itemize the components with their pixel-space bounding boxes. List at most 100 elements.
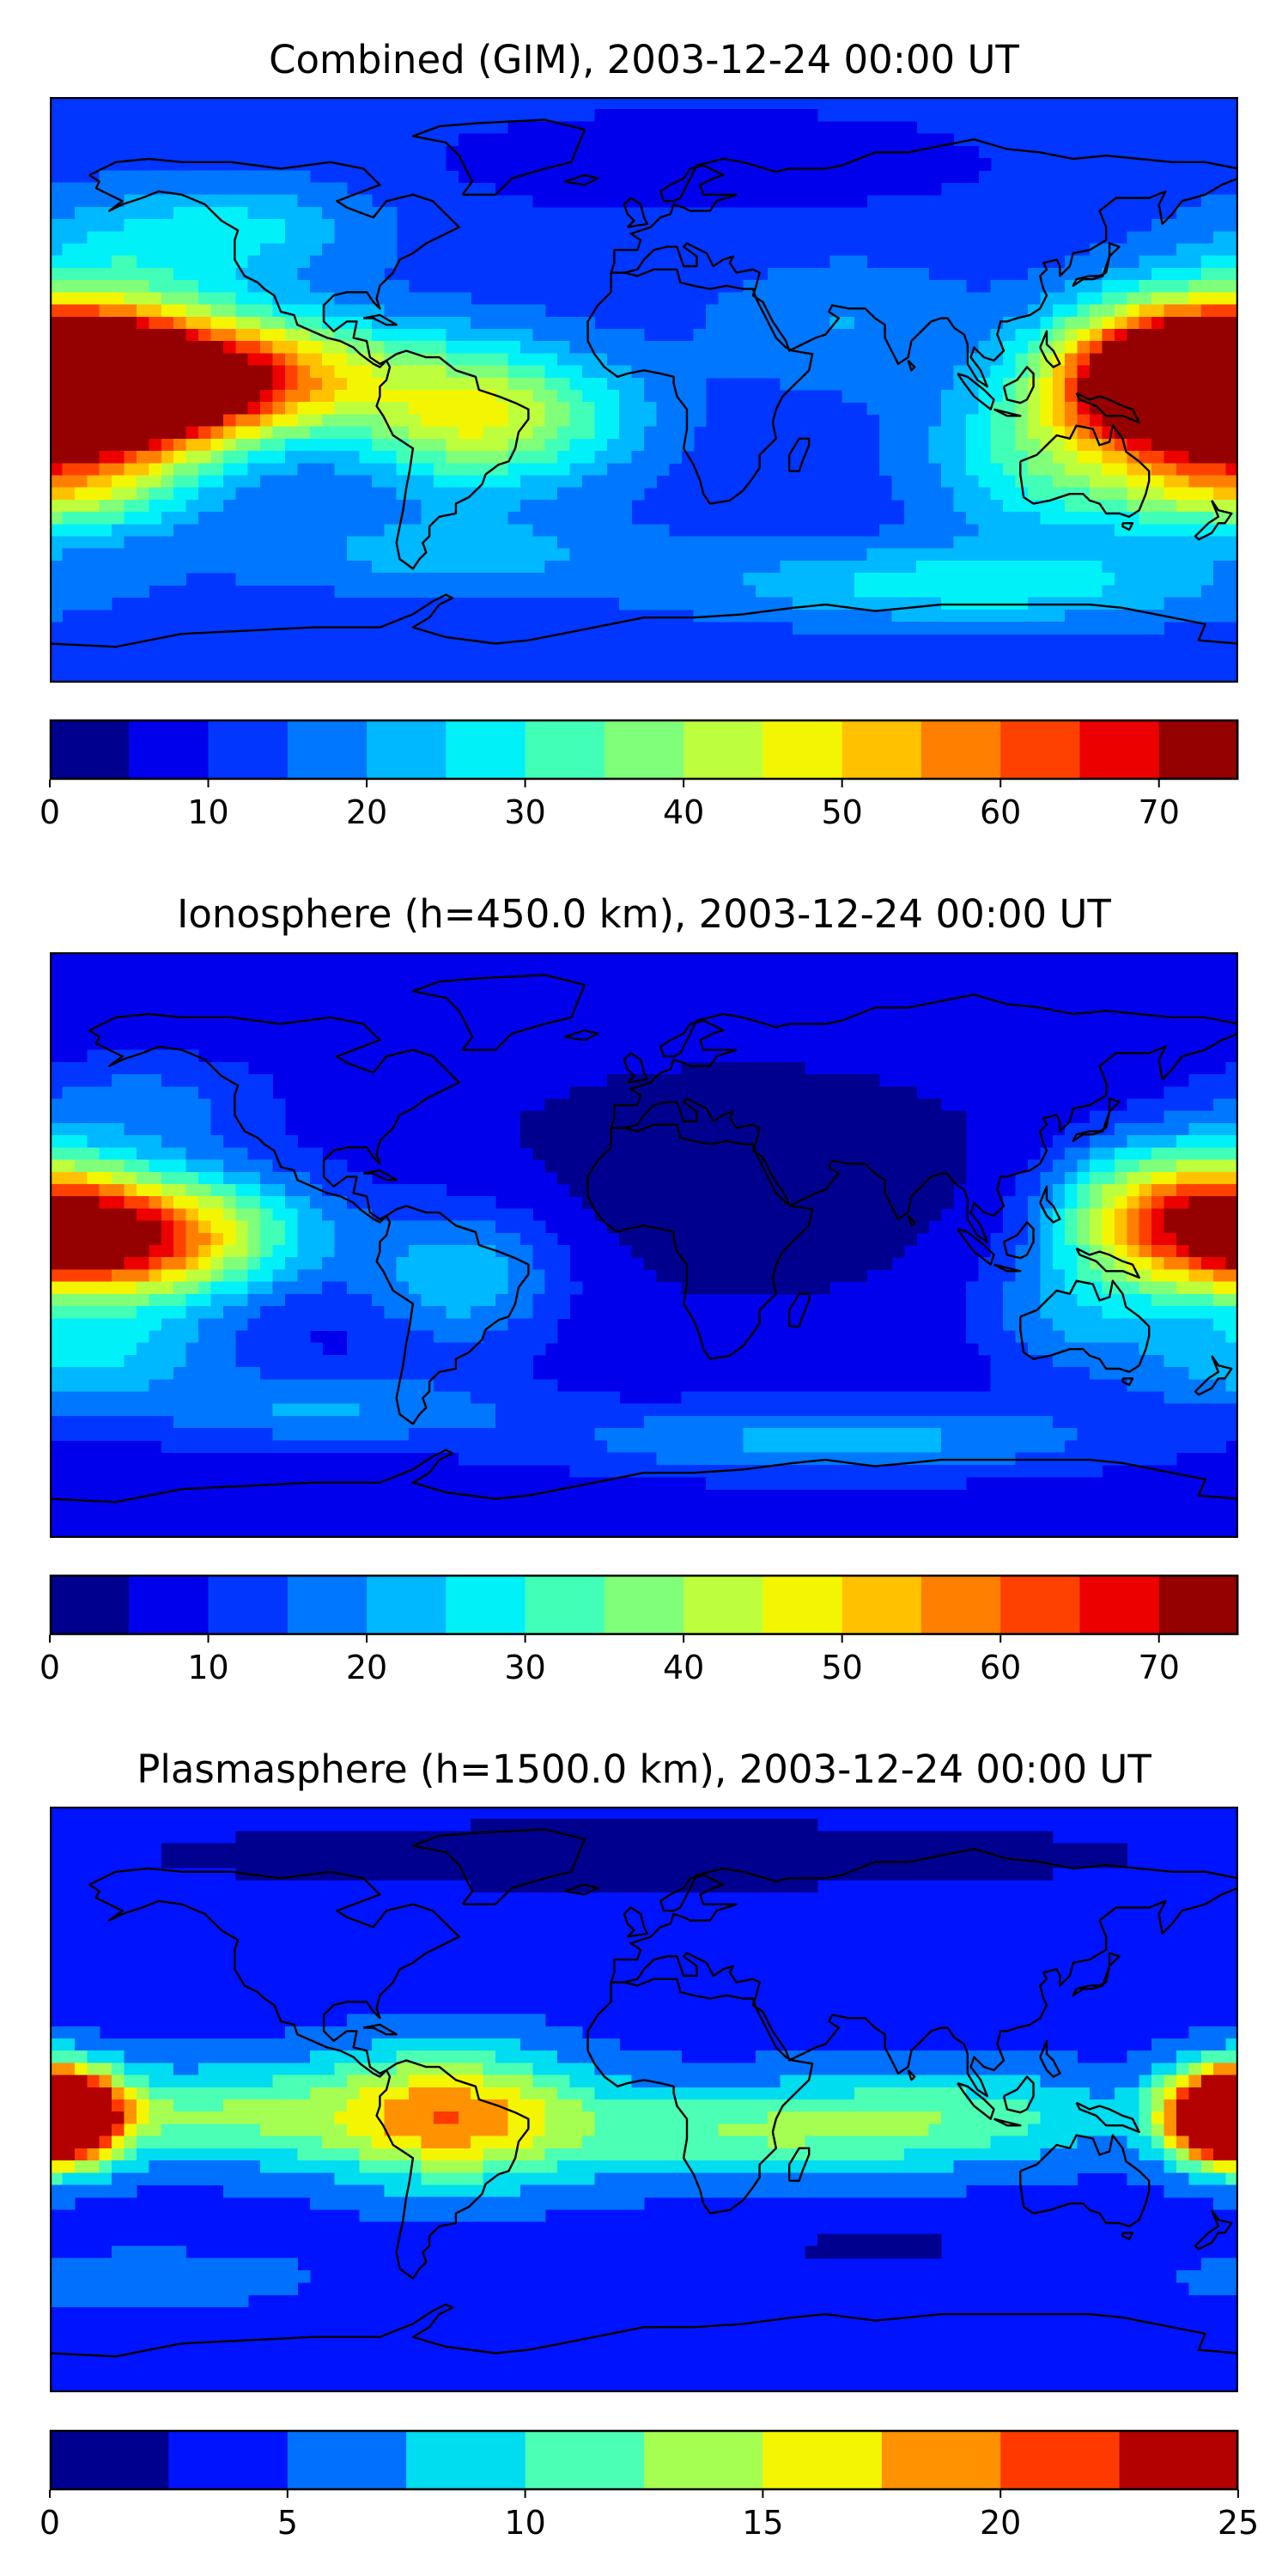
heatmap-cell	[309, 402, 323, 416]
heatmap-cell	[222, 255, 236, 269]
heatmap-cell	[903, 414, 917, 428]
heatmap-cell	[99, 243, 112, 257]
heatmap-cell	[87, 194, 100, 208]
heatmap-cell	[50, 1171, 64, 1185]
heatmap-cell	[755, 280, 769, 293]
heatmap-cell	[359, 426, 373, 440]
heatmap-cell	[235, 390, 249, 403]
heatmap-cell	[730, 609, 744, 623]
heatmap-cell	[149, 206, 162, 220]
heatmap-cell	[519, 1391, 533, 1405]
heatmap-cell	[1052, 328, 1066, 342]
heatmap-cell	[124, 1098, 137, 1112]
heatmap-cell	[730, 1232, 744, 1246]
heatmap-cell	[198, 194, 212, 208]
heatmap-cell	[606, 487, 620, 501]
heatmap-cell	[222, 292, 236, 306]
heatmap-cell	[297, 304, 311, 318]
heatmap-cell	[136, 231, 149, 245]
heatmap-cell	[532, 1257, 546, 1271]
heatmap-cell	[272, 1183, 286, 1197]
heatmap-cell	[284, 255, 298, 269]
heatmap-cell	[87, 487, 100, 501]
heatmap-cell	[309, 1147, 323, 1161]
heatmap-cell	[507, 1269, 521, 1283]
heatmap-cell	[247, 1208, 261, 1222]
heatmap-cell	[866, 133, 880, 147]
heatmap-cell	[507, 560, 521, 574]
heatmap-cell	[260, 463, 274, 477]
heatmap-cell	[112, 499, 125, 513]
heatmap-cell	[446, 1281, 459, 1295]
heatmap-cell	[1065, 1269, 1078, 1283]
heatmap-cell	[953, 609, 967, 623]
heatmap-cell	[210, 170, 224, 184]
heatmap-cell	[309, 243, 323, 257]
heatmap-cell	[953, 304, 967, 318]
heatmap-cell	[173, 475, 187, 489]
heatmap-cell	[953, 585, 967, 598]
heatmap-cell	[1163, 1367, 1177, 1380]
heatmap-cell	[322, 1281, 336, 1295]
heatmap-cell	[112, 402, 125, 416]
heatmap-cell	[446, 341, 459, 354]
heatmap-cell	[730, 1074, 744, 1087]
heatmap-cell	[260, 194, 274, 208]
heatmap-cell	[284, 365, 298, 379]
heatmap-cell	[87, 1330, 100, 1344]
heatmap-cell	[62, 1159, 76, 1173]
heatmap-cell	[1114, 463, 1127, 477]
heatmap-cell	[829, 1245, 843, 1258]
heatmap-cell	[681, 1220, 695, 1234]
heatmap-cell	[50, 487, 64, 501]
heatmap-cell	[371, 1330, 385, 1344]
heatmap-cell	[581, 512, 595, 525]
heatmap-cell	[755, 182, 769, 196]
heatmap-cell	[198, 304, 212, 318]
heatmap-cells	[50, 109, 1238, 635]
heatmap-cell	[978, 1269, 992, 1283]
heatmap-cell	[1102, 560, 1115, 574]
heatmap-cell	[124, 243, 137, 257]
heatmap-cell	[260, 1281, 274, 1295]
heatmap-cell	[730, 353, 744, 367]
heatmap-cell	[247, 328, 261, 342]
heatmap-cell	[581, 1403, 595, 1417]
heatmap-cell	[693, 1220, 707, 1234]
heatmap-cell	[854, 121, 868, 135]
heatmap-cell	[50, 194, 64, 208]
heatmap-cell	[247, 451, 261, 464]
heatmap-cell	[136, 1074, 149, 1087]
heatmap-cell	[284, 1281, 298, 1295]
heatmap-cell	[519, 536, 533, 550]
heatmap-cell	[62, 1086, 76, 1100]
heatmap-cell	[421, 426, 434, 440]
heatmap-cell	[706, 304, 720, 318]
heatmap-cell	[928, 304, 942, 318]
heatmap-cell	[483, 414, 496, 428]
heatmap-cell	[173, 1098, 187, 1112]
heatmap-cell	[124, 487, 137, 501]
heatmap-cell	[941, 1135, 955, 1148]
heatmap-cell	[222, 1159, 236, 1173]
heatmap-cell	[185, 438, 199, 452]
heatmap-cell	[99, 1049, 112, 1063]
heatmap-cell	[1077, 1220, 1091, 1234]
heatmap-cell	[124, 438, 137, 452]
heatmap-cell	[309, 1269, 323, 1283]
heatmap-cell	[384, 1318, 398, 1332]
heatmap-cell	[50, 1061, 64, 1075]
heatmap-cell	[99, 1379, 112, 1393]
heatmap-cell	[458, 1318, 471, 1332]
heatmap-cell	[841, 145, 855, 159]
heatmap-cell	[235, 365, 249, 379]
heatmap-cell	[544, 438, 558, 452]
heatmap-cell	[458, 499, 471, 513]
heatmap-cell	[62, 390, 76, 403]
heatmap-cell	[161, 1403, 174, 1417]
heatmap-cell	[569, 1098, 583, 1112]
heatmap-cell	[829, 1147, 843, 1161]
heatmap-cell	[706, 1257, 720, 1271]
heatmap-cell	[112, 292, 125, 306]
heatmap-cell	[990, 1293, 1004, 1307]
